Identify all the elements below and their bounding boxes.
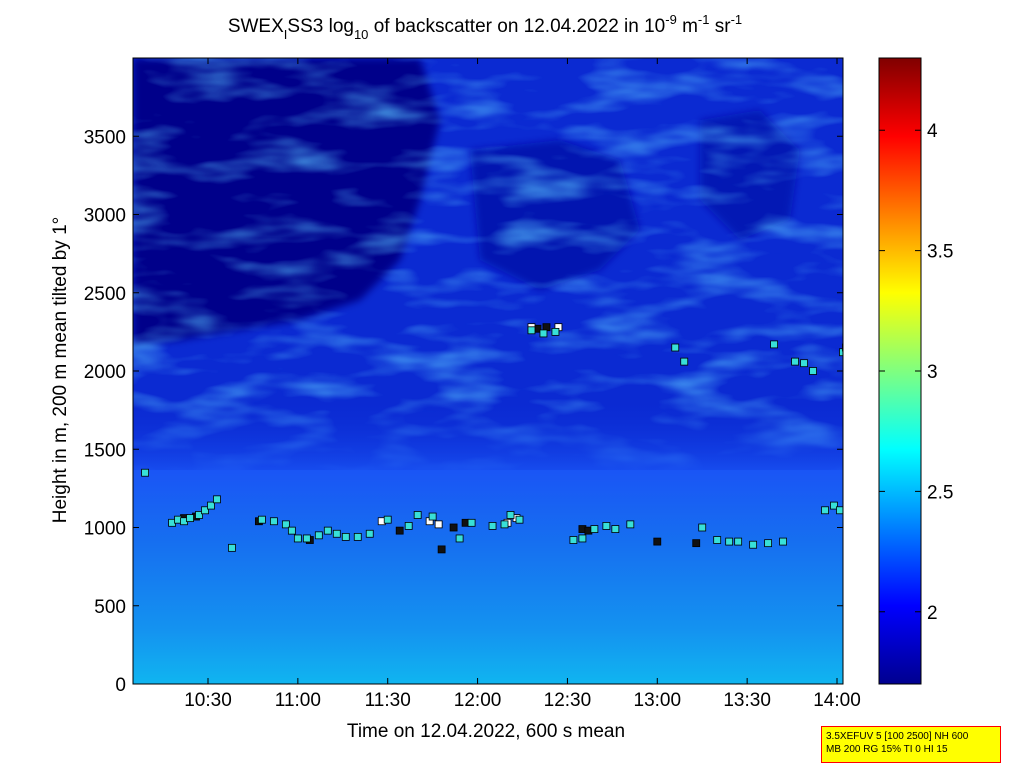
cloud-marker-black <box>449 523 458 532</box>
cloud-marker-cyan <box>383 515 392 524</box>
colorbar-tick-label: 3.5 <box>927 242 953 263</box>
cloud-marker-cyan <box>228 543 236 552</box>
cloud-marker-cyan <box>779 537 787 546</box>
y-tick-label: 3500 <box>84 127 126 148</box>
cloud-marker-cyan <box>626 520 635 529</box>
cloud-marker-cyan <box>602 522 611 530</box>
cloud-marker-white <box>434 520 443 529</box>
cloud-marker-cyan <box>830 501 838 510</box>
cloud-marker-cyan <box>800 359 808 368</box>
cloud-marker-cyan <box>413 511 422 519</box>
colorbar-tick-label: 2 <box>927 603 938 624</box>
cloud-marker-cyan <box>764 539 773 548</box>
cloud-marker-cyan <box>725 537 734 546</box>
x-tick-label: 14:00 <box>813 690 861 711</box>
cloud-marker-cyan <box>365 529 374 538</box>
cloud-marker-cyan <box>201 506 209 515</box>
processing-info-box: 3.5XEFUV 5 [100 2500] NH 600 MB 200 RG 1… <box>821 726 1001 763</box>
cloud-marker-cyan <box>551 327 560 336</box>
y-tick-label: 3000 <box>84 206 126 227</box>
cloud-marker-black <box>692 539 701 548</box>
cloud-marker-cyan <box>611 525 620 533</box>
cloud-marker-cyan <box>578 534 587 543</box>
cloud-marker-cyan <box>467 518 476 527</box>
cloud-marker-cyan <box>281 520 290 529</box>
cloud-base-markers <box>141 323 858 554</box>
cloud-marker-cyan <box>671 343 680 352</box>
cloud-marker-cyan <box>141 468 150 477</box>
cloud-marker-cyan <box>455 534 464 543</box>
cloud-marker-cyan <box>698 523 707 532</box>
colorbar-tick-label: 3 <box>927 362 938 383</box>
cloud-marker-cyan <box>527 326 536 335</box>
cloud-marker-cyan <box>680 357 689 366</box>
info-line-1: 3.5XEFUV 5 [100 2500] NH 600 <box>826 731 969 742</box>
x-axis-label: Time on 12.04.2022, 600 s mean <box>347 721 625 742</box>
cloud-marker-cyan <box>770 340 778 349</box>
y-tick-label: 2000 <box>84 362 126 383</box>
cloud-marker-cyan <box>569 536 578 544</box>
cloud-marker-cyan <box>845 513 852 520</box>
cloud-marker-cyan <box>851 496 858 503</box>
colorbar-tick-label: 4 <box>927 121 938 142</box>
cloud-marker-cyan <box>515 515 524 524</box>
cloud-marker-cyan <box>749 540 758 549</box>
x-tick-label: 11:30 <box>365 690 411 711</box>
cloud-marker-cyan <box>269 517 278 526</box>
cloud-marker-cyan <box>809 367 817 375</box>
cloud-marker-black <box>653 537 662 546</box>
cloud-marker-cyan <box>341 532 350 541</box>
x-tick-label: 12:00 <box>454 690 502 711</box>
x-tick-label: 13:00 <box>634 690 682 711</box>
cloud-marker-cyan <box>314 531 323 540</box>
cloud-marker-cyan <box>323 526 332 535</box>
y-tick-label: 1000 <box>84 519 126 540</box>
transition-band <box>133 400 843 480</box>
x-axis: 10:30 11:00 11:30 12:00 12:30 13:00 13:30 14:00 <box>184 58 861 711</box>
info-line-2: MB 200 RG 15% TI 0 HI 15 <box>826 744 948 755</box>
y-axis: 0 500 1000 1500 2000 2500 3000 3500 <box>84 127 843 696</box>
cloud-marker-cyan <box>842 343 843 352</box>
y-tick-label: 500 <box>94 597 126 618</box>
x-tick-label: 13:30 <box>723 690 771 711</box>
cloud-marker-cyan <box>207 501 215 510</box>
cloud-marker-cyan <box>500 520 509 529</box>
cloud-marker-cyan <box>506 511 515 519</box>
cloud-marker-cyan <box>404 522 413 530</box>
cloud-marker-cyan <box>287 526 296 535</box>
boundary-layer <box>133 470 843 684</box>
cloud-marker-cyan <box>302 534 311 543</box>
cloud-marker-cyan <box>821 506 829 515</box>
cloud-marker-cyan <box>195 511 203 519</box>
cloud-marker-cyan <box>332 529 341 538</box>
x-tick-label: 11:00 <box>275 690 321 711</box>
cloud-marker-cyan <box>734 537 743 546</box>
cloud-marker-cyan <box>353 532 362 541</box>
cloud-marker-cyan <box>539 329 548 338</box>
colorbar-axis: 2 2.5 3 3.5 4 <box>879 121 953 624</box>
cloud-marker-cyan <box>213 495 221 504</box>
heatmap-area <box>133 58 858 684</box>
cloud-marker-cyan <box>791 357 799 366</box>
y-axis-label: Height in m, 200 m mean tilted by 1° <box>50 217 71 523</box>
chart-title: SWEXISS3 log10 of backscatter on 12.04.2… <box>228 12 742 42</box>
y-tick-label: 0 <box>115 675 126 696</box>
cloud-marker-cyan <box>186 514 194 523</box>
cloud-marker-cyan <box>836 506 843 515</box>
cloud-marker-cyan <box>488 522 497 530</box>
cloud-marker-cyan <box>428 512 437 521</box>
colorbar <box>878 57 922 685</box>
cloud-marker-cyan <box>258 515 266 524</box>
y-tick-label: 2500 <box>84 284 126 305</box>
cloud-marker-black <box>395 526 404 535</box>
cloud-marker-cyan <box>590 525 599 533</box>
colorbar-tick-label: 2.5 <box>927 482 953 503</box>
y-tick-label: 1500 <box>84 440 126 461</box>
cloud-marker-cyan <box>293 534 302 543</box>
x-tick-label: 12:30 <box>544 690 592 711</box>
x-tick-label: 10:30 <box>184 690 232 711</box>
cloud-marker-cyan <box>713 536 722 544</box>
cloud-marker-black <box>437 545 446 554</box>
